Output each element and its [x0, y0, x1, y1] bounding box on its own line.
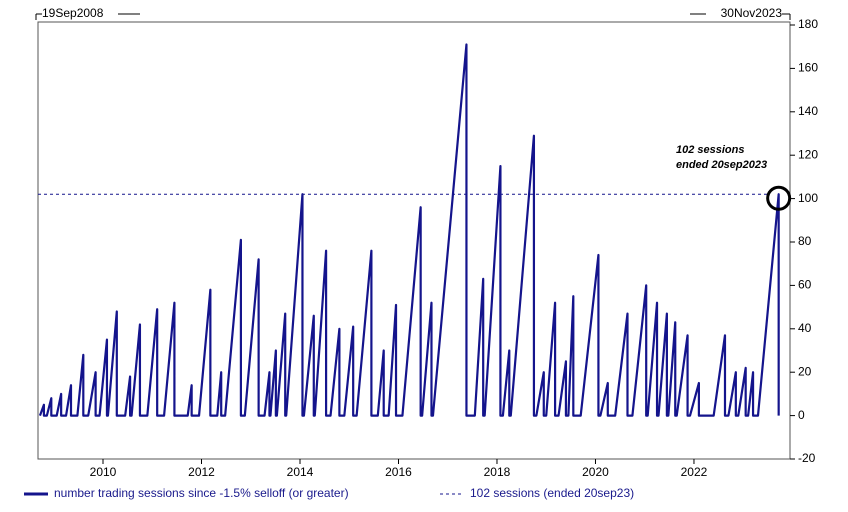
x-tick-label: 2018 — [484, 465, 511, 479]
y-tick-label: 180 — [798, 17, 818, 31]
x-tick-label: 2014 — [287, 465, 314, 479]
y-tick-label: 60 — [798, 278, 812, 292]
data-line — [38, 43, 780, 417]
y-tick-label: 140 — [798, 104, 818, 118]
y-tick-label: 20 — [798, 364, 812, 378]
y-tick-label: 40 — [798, 321, 812, 335]
y-tick-label: 80 — [798, 234, 812, 248]
x-tick-label: 2020 — [582, 465, 609, 479]
highlight-circle — [766, 185, 792, 211]
x-tick-label: 2022 — [681, 465, 708, 479]
y-tick-label: 160 — [798, 61, 818, 75]
plot-frame — [37, 21, 791, 460]
x-tick-label: 2012 — [188, 465, 215, 479]
y-tick-label: 120 — [798, 147, 818, 161]
y-tick-label: 0 — [798, 408, 805, 422]
x-tick-label: 2010 — [90, 465, 117, 479]
annotation: ended 20sep2023 — [676, 159, 767, 171]
y-tick-label: 100 — [798, 191, 818, 205]
legend-label: number trading sessions since -1.5% sell… — [54, 486, 349, 500]
x-tick-label: 2016 — [385, 465, 412, 479]
legend-label: 102 sessions (ended 20sep23) — [470, 486, 634, 500]
y-tick-label: -20 — [798, 451, 816, 465]
end-label: 30Nov2023 — [721, 6, 783, 20]
start-label: 19Sep2008 — [42, 6, 104, 20]
annotation: 102 sessions — [676, 144, 745, 156]
